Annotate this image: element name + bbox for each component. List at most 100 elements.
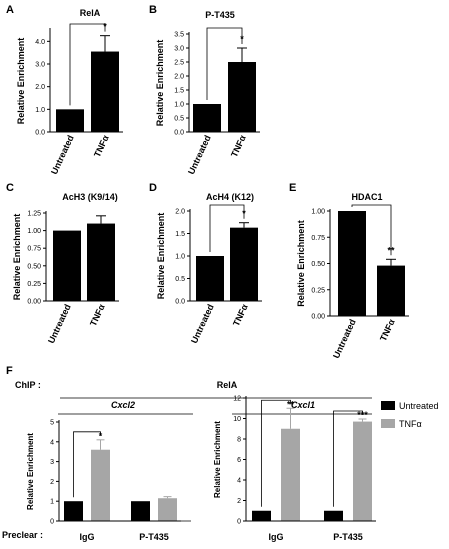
y-tick-label: 0.75 [311, 235, 325, 242]
y-axis-label: Relative Enrichment [16, 38, 26, 125]
significance-bracket [206, 27, 243, 100]
panel-letter-c: C [6, 182, 14, 194]
significance-bracket [73, 431, 101, 498]
significance-bracket [69, 23, 106, 106]
y-tick-label: 1.0 [174, 102, 184, 109]
category-label: Untreated [49, 134, 76, 176]
gene-label-cxcl2: Cxcl2 [111, 400, 135, 410]
legend-swatch-untreated [381, 401, 395, 410]
chart-panel-a-0: RelA 0.0 1.0 2.0 3.0 4.0 Relative Enrichment Un… [16, 8, 123, 176]
y-axis-label: Relative Enrichment [213, 421, 222, 498]
category-label: P-T435 [333, 532, 363, 542]
y-tick-label: 12 [233, 396, 241, 403]
y-tick-label: 4 [50, 439, 54, 446]
y-tick-label: 1.5 [175, 231, 185, 238]
significance-label: * [99, 431, 103, 441]
chart-title: P-T435 [205, 10, 235, 20]
chart-panel-e-4: HDAC1 0.00 0.25 0.50 0.75 1.00 Relative Enrich… [296, 192, 409, 360]
bar-untreated [56, 109, 84, 132]
category-label: TNFα [92, 133, 111, 159]
y-tick-label: 2.0 [175, 209, 185, 216]
bar-tnfa [158, 498, 177, 521]
panel-letter-f: F [6, 365, 13, 377]
chart-panel-f-5: 0 1 2 3 4 5 Relative Enrichment IgG P-T435 * [26, 420, 181, 542]
category-label: IgG [80, 532, 95, 542]
y-tick-label: 3.0 [174, 46, 184, 53]
bar-tnfa [91, 449, 110, 521]
y-tick-label: 2 [50, 479, 54, 486]
legend-label-tnfa: TNFα [399, 419, 422, 429]
y-tick-label: 3.0 [35, 62, 45, 69]
y-tick-label: 2 [237, 498, 241, 505]
panel-letter-d: D [149, 182, 157, 194]
category-label: Untreated [186, 134, 213, 176]
y-tick-label: 0.0 [174, 130, 184, 137]
rela-header: RelA [217, 380, 238, 390]
y-tick-label: 1.00 [27, 228, 41, 235]
category-label: TNFα [231, 302, 250, 328]
category-label: TNFα [88, 302, 107, 328]
y-tick-label: 0.5 [174, 116, 184, 123]
chart-panel-d-3: AcH4 (K12) 0.0 0.5 1.0 1.5 2.0 Relative Enrich… [156, 192, 262, 345]
y-tick-label: 0.25 [311, 287, 325, 294]
category-label: TNFα [229, 133, 248, 159]
gene-label-cxcl1: Cxcl1 [291, 400, 315, 410]
y-tick-label: 1.0 [175, 254, 185, 261]
chart-title: HDAC1 [351, 192, 382, 202]
y-tick-label: 0.50 [311, 261, 325, 268]
bar-tnfa [228, 62, 256, 132]
y-tick-label: 0.25 [27, 281, 41, 288]
y-tick-label: 3 [50, 459, 54, 466]
plots-layer: RelA 0.0 1.0 2.0 3.0 4.0 Relative Enrichment Un… [12, 8, 409, 542]
significance-bracket [209, 204, 245, 252]
significance-label: * [240, 34, 244, 44]
bar-tnfa [377, 265, 405, 316]
y-tick-label: 2.0 [35, 84, 45, 91]
y-tick-label: 0.00 [27, 299, 41, 306]
legend-swatch-tnfa [381, 419, 395, 428]
significance-bracket [351, 204, 392, 256]
significance-label: * [103, 22, 107, 32]
y-tick-label: 0.5 [175, 276, 185, 283]
chart-panel-b-1: P-T435 0.0 0.5 1.0 1.5 2.0 2.5 3.0 3.5 Relative E… [155, 10, 260, 176]
y-tick-label: 8 [237, 437, 241, 444]
bar-untreated [64, 501, 83, 521]
y-tick-label: 0.75 [27, 246, 41, 253]
bar-untreated [338, 211, 366, 316]
y-tick-label: 1.00 [311, 209, 325, 216]
bar-tnfa [281, 428, 300, 521]
category-label: TNFα [378, 317, 397, 343]
y-tick-label: 0.0 [175, 299, 185, 306]
legend-label-untreated: Untreated [399, 401, 439, 411]
y-tick-label: 0 [50, 519, 54, 526]
bar-untreated [53, 230, 81, 301]
y-axis-label: Relative Enrichment [156, 213, 166, 300]
panel-letter-a: A [6, 4, 14, 16]
bar-untreated [252, 510, 271, 521]
y-tick-label: 0.0 [35, 130, 45, 137]
category-label: P-T435 [139, 532, 169, 542]
chart-panel-c-2: AcH3 (K9/14) 0.00 0.25 0.50 0.75 1.00 1.25 Rela… [12, 192, 119, 345]
y-axis-label: Relative Enrichment [296, 220, 306, 307]
chart-title: AcH3 (K9/14) [62, 192, 118, 202]
y-tick-label: 3.5 [174, 32, 184, 39]
y-tick-label: 1 [50, 499, 54, 506]
y-tick-label: 4 [237, 478, 241, 485]
y-tick-label: 0.00 [311, 314, 325, 321]
chart-title: AcH4 (K12) [206, 192, 254, 202]
significance-label: ** [287, 399, 295, 409]
y-tick-label: 6 [237, 457, 241, 464]
bar-tnfa [230, 227, 258, 301]
significance-bracket [261, 399, 291, 507]
y-axis-label: Relative Enrichment [155, 40, 165, 127]
y-tick-label: 0.50 [27, 263, 41, 270]
panel-letter-e: E [289, 182, 296, 194]
bar-untreated [196, 256, 224, 301]
panel-letter-b: B [149, 4, 157, 16]
category-label: Untreated [189, 303, 216, 345]
y-tick-label: 1.5 [174, 88, 184, 95]
y-tick-label: 4.0 [35, 39, 45, 46]
bar-tnfa [87, 223, 115, 301]
